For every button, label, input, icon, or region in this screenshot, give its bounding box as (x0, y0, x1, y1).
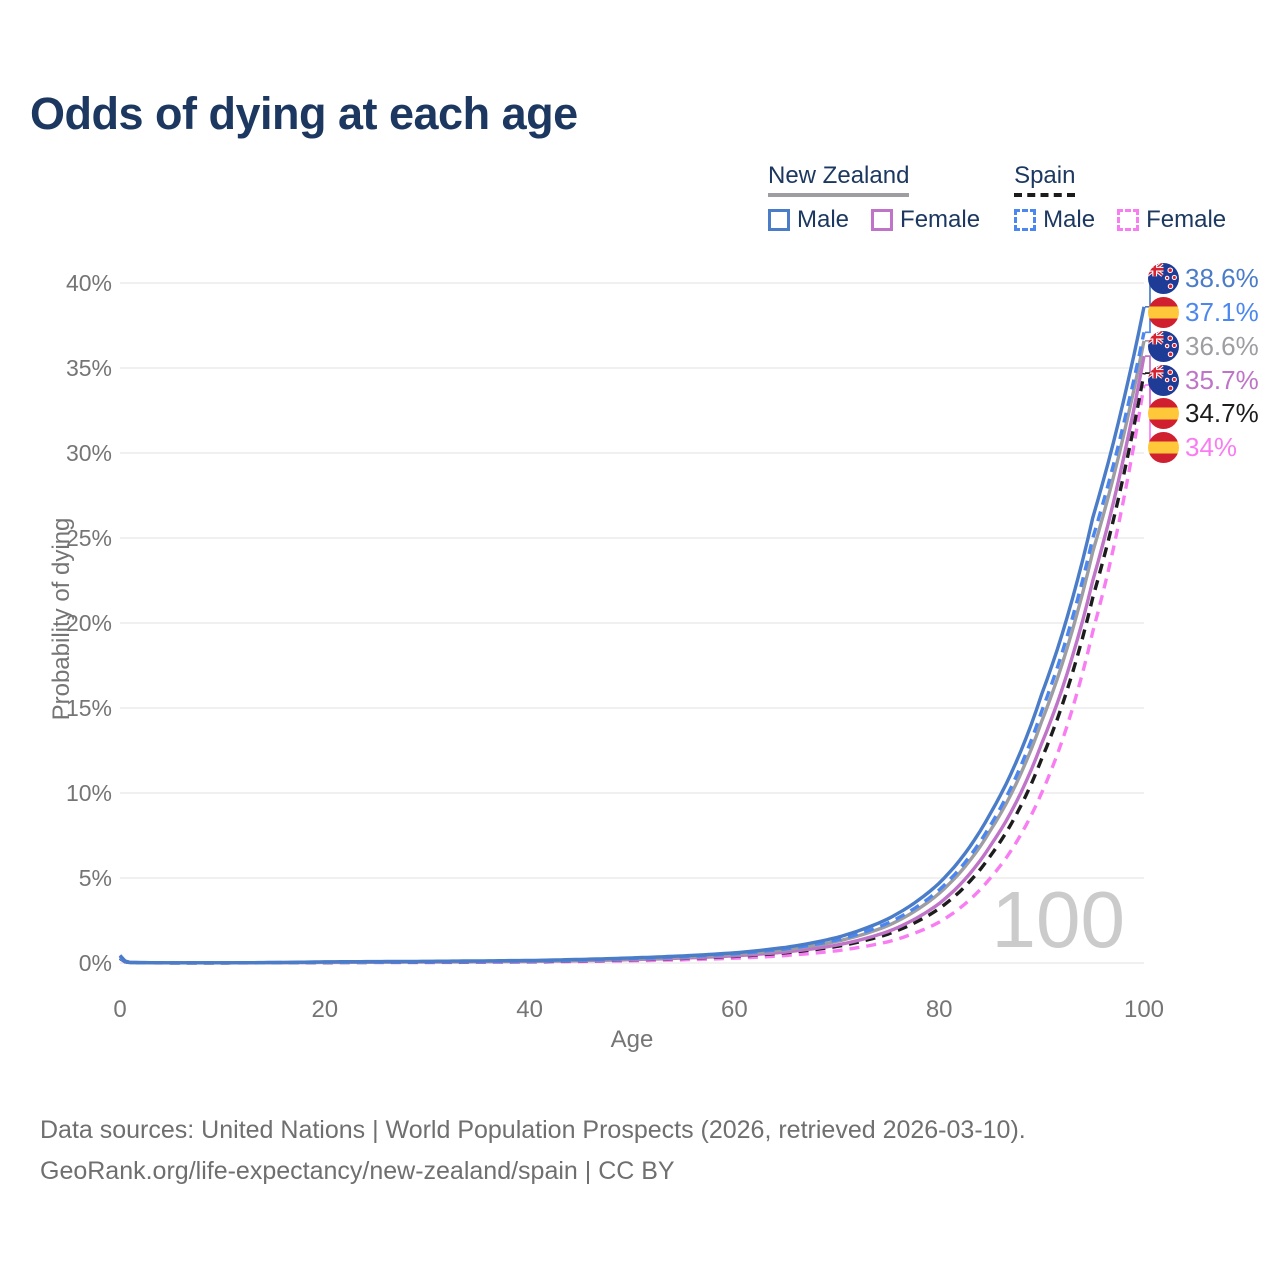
legend-group-label-new-zealand: New Zealand (768, 162, 910, 197)
spain-flag-icon (1148, 431, 1179, 463)
x-tick-label-60: 60 (721, 996, 748, 1023)
age-counter-watermark: 100 (991, 875, 1125, 964)
y-tick-label-20%: 20% (65, 610, 112, 636)
legend-item-nz-female[interactable]: Female (871, 206, 980, 234)
new-zealand-flag-icon (1148, 364, 1179, 396)
legend-item-nz-male[interactable]: Male (768, 206, 849, 234)
page-title: Odds of dying at each age (30, 88, 578, 139)
legend-group-new-zealand: New Zealand Male Female (768, 162, 980, 234)
end-label-nz-total: 36.6% (1148, 330, 1259, 362)
series-line-nz-male[interactable] (118, 306, 1146, 965)
series-lines (118, 306, 1146, 965)
legend-item-label: Male (1043, 206, 1096, 233)
es-female-swatch-icon (1117, 209, 1140, 231)
nz-female-swatch-icon (871, 209, 894, 231)
y-axis-title: Probability of dying (48, 517, 75, 721)
legend-group-spain: Spain Male Female (1014, 162, 1226, 234)
x-tick-label-40: 40 (516, 996, 543, 1023)
footer-data-sources: Data sources: United Nations | World Pop… (40, 1116, 1026, 1144)
footer: Data sources: United Nations | World Pop… (40, 1110, 1026, 1193)
legend-item-es-female[interactable]: Female (1117, 206, 1226, 234)
y-tick-label-25%: 25% (65, 525, 112, 551)
y-tick-label-35%: 35% (65, 355, 112, 381)
legend: New Zealand Male Female Spain Male Female (768, 162, 1226, 234)
legend-item-es-male[interactable]: Male (1014, 206, 1095, 234)
gridlines (120, 282, 1144, 964)
y-tick-label-30%: 30% (65, 440, 112, 466)
y-tick-label-15%: 15% (65, 695, 112, 721)
end-label-value-nz-total: 36.6% (1185, 330, 1259, 361)
end-label-es-female: 34% (1148, 431, 1237, 463)
x-axis-title: Age (610, 1026, 654, 1053)
x-tick-label-80: 80 (925, 996, 953, 1023)
y-tick-label-40%: 40% (65, 270, 112, 296)
end-label-es-male: 37.1% (1148, 296, 1259, 328)
x-tick-label-0: 0 (113, 996, 127, 1023)
series-line-nz-female[interactable] (118, 355, 1146, 965)
end-label-value-es-total: 34.7% (1185, 397, 1259, 428)
spain-flag-icon (1148, 296, 1179, 328)
end-label-nz-male: 38.6% (1148, 262, 1259, 294)
legend-item-label: Male (797, 206, 850, 233)
footer-attribution: GeoRank.org/life-expectancy/new-zealand/… (40, 1157, 675, 1186)
series-line-es-male[interactable] (118, 331, 1146, 965)
new-zealand-flag-icon (1148, 330, 1179, 362)
x-tick-label-20: 20 (311, 996, 339, 1023)
spain-flag-icon (1148, 397, 1179, 429)
y-tick-label-0%: 0% (78, 950, 112, 976)
series-line-es-female[interactable] (119, 384, 1146, 965)
legend-group-label-spain: Spain (1014, 162, 1076, 197)
y-tick-label-10%: 10% (65, 780, 112, 806)
y-tick-label-5%: 5% (78, 865, 112, 891)
end-label-value-nz-male: 38.6% (1185, 262, 1259, 293)
end-label-value-es-female: 34% (1185, 431, 1238, 462)
x-tick-label-100: 100 (1123, 996, 1165, 1023)
end-label-value-es-male: 37.1% (1185, 296, 1259, 327)
series-line-es-total[interactable] (119, 372, 1146, 965)
end-label-es-total: 34.7% (1148, 397, 1259, 429)
end-label-value-nz-female: 35.7% (1185, 364, 1259, 395)
end-label-nz-female: 35.7% (1148, 364, 1259, 396)
nz-male-swatch-icon (768, 209, 790, 231)
new-zealand-flag-icon (1148, 262, 1179, 294)
legend-item-label: Female (900, 206, 981, 233)
legend-item-label: Female (1146, 206, 1227, 233)
es-male-swatch-icon (1014, 209, 1037, 231)
series-line-nz-total[interactable] (118, 340, 1146, 965)
